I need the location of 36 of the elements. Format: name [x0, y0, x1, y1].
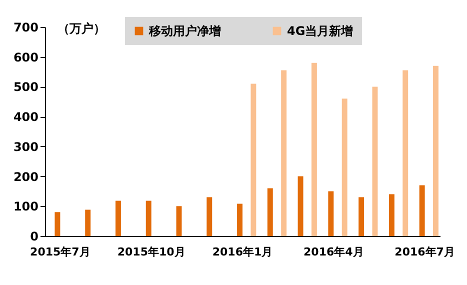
bar — [54, 212, 60, 236]
x-tick-label: 2016年1月 — [212, 246, 273, 258]
x-tick-label: 2015年7月 — [30, 246, 90, 258]
bar — [311, 62, 317, 236]
y-tick-label: 0 — [30, 230, 38, 244]
bar — [372, 86, 378, 236]
x-tick-label: 2016年4月 — [304, 246, 364, 258]
bar — [433, 66, 438, 236]
bar — [250, 84, 256, 236]
legend-label: 4G当月新增 — [287, 24, 354, 38]
y-axis-title: （万户） — [58, 22, 106, 36]
bar — [419, 185, 425, 236]
bar — [146, 200, 152, 236]
x-tick-label: 2016年7月 — [394, 246, 455, 258]
bar — [328, 191, 334, 236]
bar — [237, 204, 242, 236]
y-tick-label: 500 — [13, 80, 38, 94]
bar — [298, 176, 304, 236]
legend-label: 移动用户净增 — [148, 24, 221, 38]
bar — [402, 70, 408, 236]
y-tick-label: 600 — [13, 50, 38, 64]
bar — [267, 188, 273, 236]
bar — [388, 194, 394, 236]
bar — [281, 70, 287, 236]
bar — [342, 98, 348, 236]
bar — [206, 197, 212, 236]
x-tick-label: 2015年10月 — [117, 246, 186, 258]
bar — [115, 200, 121, 236]
y-tick-label: 400 — [13, 110, 38, 124]
bar — [85, 210, 91, 236]
bar — [358, 197, 364, 236]
y-tick-label: 100 — [13, 200, 38, 214]
y-tick-label: 200 — [13, 170, 38, 184]
y-tick-label: 700 — [13, 20, 38, 34]
bar — [176, 206, 182, 236]
y-tick-label: 300 — [13, 140, 38, 154]
